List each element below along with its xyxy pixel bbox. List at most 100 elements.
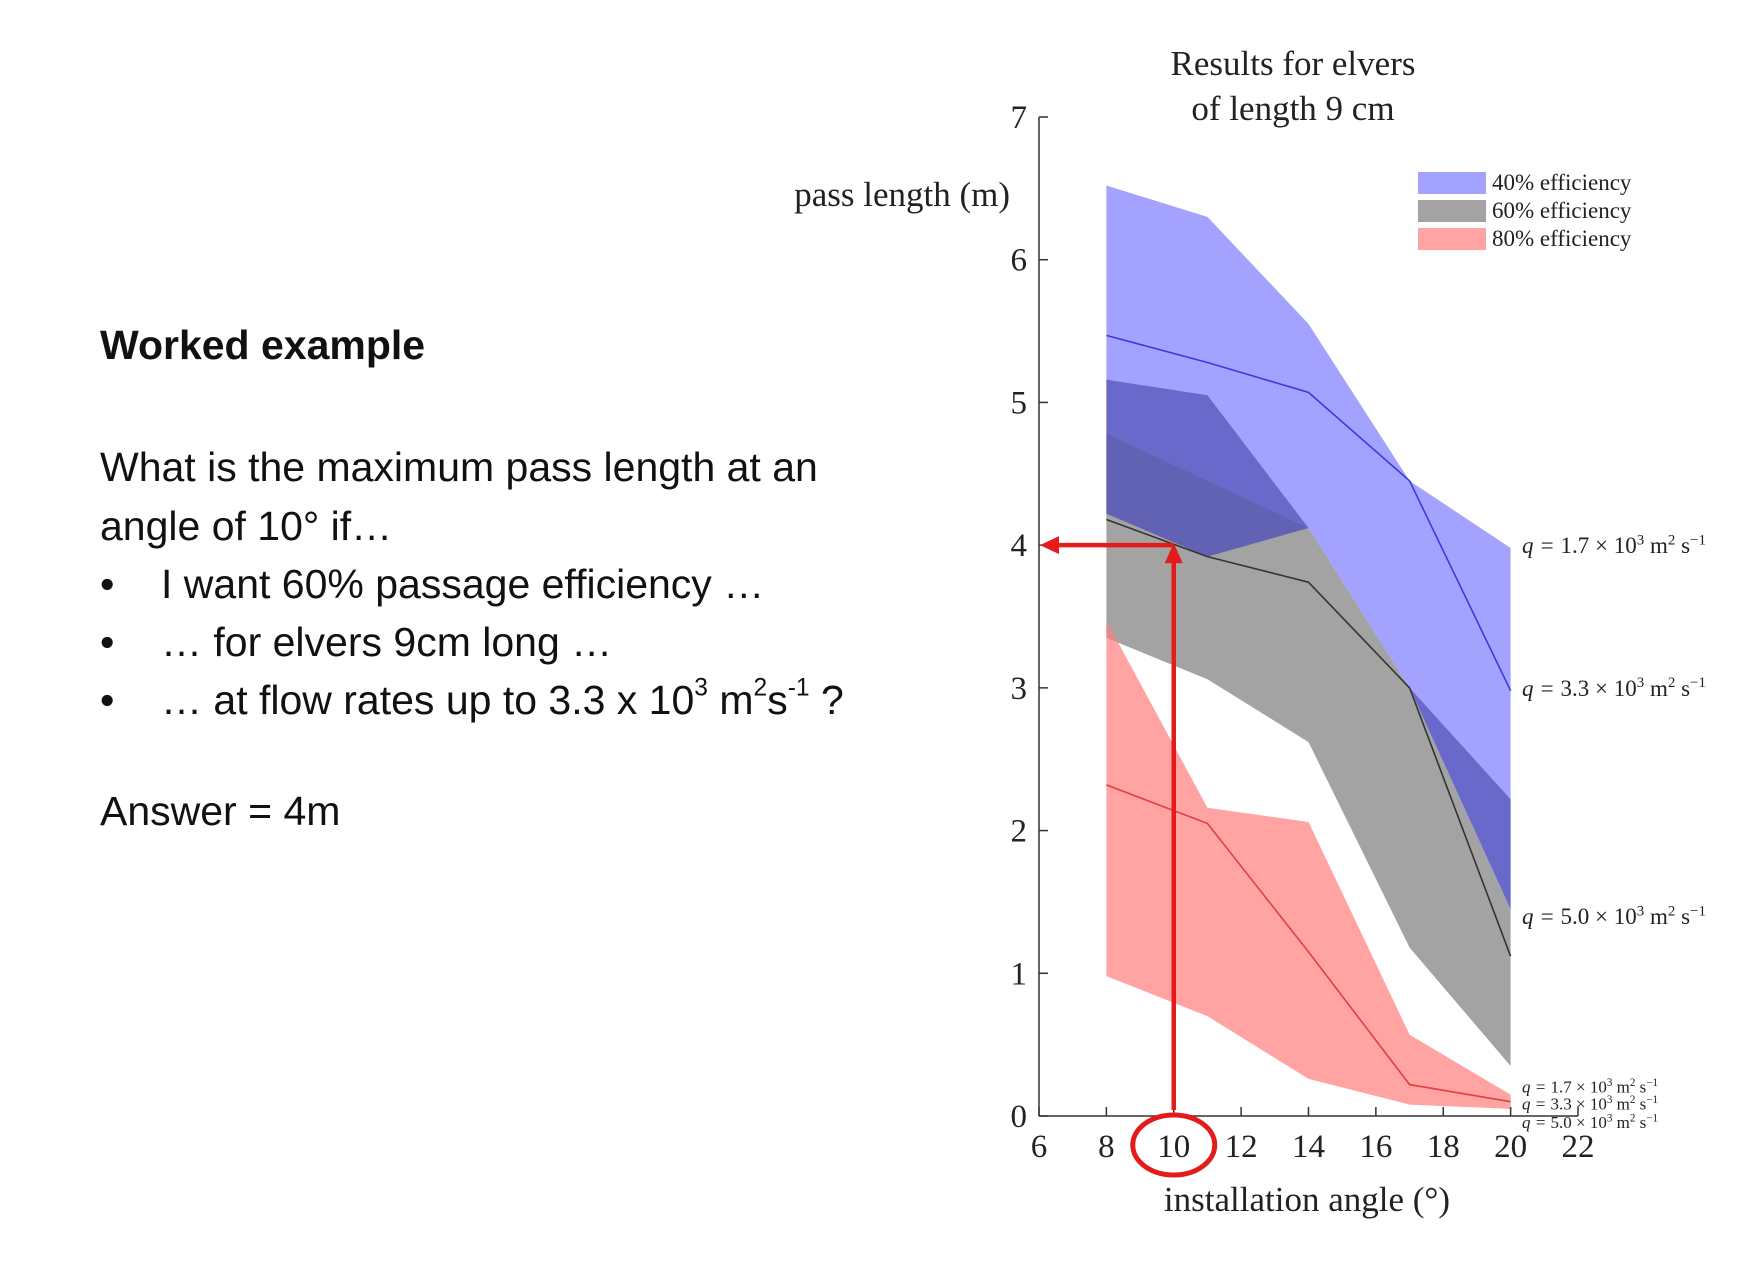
bullet-exp: -1 xyxy=(787,674,810,702)
flow-rate-text: × 10 xyxy=(1572,1077,1607,1096)
band-80-efficiency xyxy=(1106,620,1511,1109)
y-tick-label: 1 xyxy=(1011,956,1028,992)
bullet-item: • … for elvers 9cm long … xyxy=(100,613,940,671)
chart-title-line: Results for elvers xyxy=(1171,44,1416,83)
bullet-text-post: ? xyxy=(809,677,844,723)
flow-rate-text: s xyxy=(1675,904,1690,929)
flow-rate-exponent: 2 xyxy=(1630,1113,1636,1125)
flow-rate-text: 5.0 xyxy=(1550,1113,1571,1132)
flow-rate-text: × 10 xyxy=(1589,904,1636,929)
bullet-exp: 3 xyxy=(694,674,708,702)
flow-rate-exponent: 3 xyxy=(1607,1094,1613,1106)
flow-rate-text: s xyxy=(1635,1077,1646,1096)
flow-rate-text: 1.7 xyxy=(1550,1077,1572,1096)
flow-rate-text: × 10 xyxy=(1572,1113,1607,1132)
x-tick-label: 8 xyxy=(1098,1129,1115,1165)
bullet-text: … at flow rates up to 3.3 x 103 m2s-1 ? xyxy=(161,674,844,723)
flow-rate-exponent: −1 xyxy=(1646,1077,1658,1089)
flow-rate-exponent: −1 xyxy=(1690,903,1706,919)
chart-title: Results for elvers of length 9 cm xyxy=(1171,44,1416,128)
band-40-efficiency xyxy=(1106,185,1511,910)
flow-rate-exponent: 2 xyxy=(1668,903,1675,919)
bullet-list: • I want 60% passage efficiency … • … for … xyxy=(100,555,940,729)
flow-rate-text: m xyxy=(1644,676,1668,701)
flow-rate-text: 3.3 xyxy=(1561,676,1590,701)
y-tick-label: 4 xyxy=(1011,528,1028,564)
legend-label: 40% efficiency xyxy=(1492,170,1632,195)
bullet-text-pre: … at flow rates up to 3.3 x 10 xyxy=(161,677,695,723)
flow-rate-text: s xyxy=(1675,676,1690,701)
circled-tick-highlight xyxy=(1130,1112,1218,1178)
flow-rate-exponent: 2 xyxy=(1630,1094,1636,1106)
bullet-text: I want 60% passage efficiency … xyxy=(161,561,765,607)
y-tick-label: 2 xyxy=(1011,814,1028,850)
flow-rate-exponent: 2 xyxy=(1668,675,1675,691)
legend-label: 80% efficiency xyxy=(1492,226,1632,251)
flow-rate-label: q = 1.7 × 103 m2 s−1 xyxy=(1522,532,1706,558)
legend-label: 60% efficiency xyxy=(1492,198,1632,223)
flow-rate-text: q = xyxy=(1522,676,1561,701)
band-overlap-dark xyxy=(1106,379,1511,910)
flow-rate-text: m xyxy=(1644,533,1668,558)
flow-rate-exponent: −1 xyxy=(1690,532,1706,548)
flow-rate-text: s xyxy=(1635,1095,1646,1114)
x-tick-label: 18 xyxy=(1427,1129,1460,1165)
flow-rate-text: s xyxy=(1675,533,1690,558)
flow-rate-text: m xyxy=(1644,904,1668,929)
horizontal-arrow-head xyxy=(1040,536,1059,555)
answer-text: Answer = 4m xyxy=(100,788,341,834)
flow-rate-exponent: −1 xyxy=(1646,1094,1658,1106)
flow-rate-text: s xyxy=(1635,1113,1646,1132)
chart-title-line: of length 9 cm xyxy=(1191,89,1394,128)
flow-rate-exponent: 3 xyxy=(1637,903,1644,919)
flow-rate-text: 1.7 xyxy=(1561,533,1590,558)
band-60-efficiency xyxy=(1106,433,1511,1066)
flow-rate-text: m xyxy=(1612,1077,1629,1096)
flow-rate-exponent: 2 xyxy=(1630,1077,1636,1089)
x-tick-label: 12 xyxy=(1225,1129,1258,1165)
x-tick-label: 14 xyxy=(1292,1129,1325,1165)
band-fills xyxy=(1106,185,1511,1109)
x-axis-label: installation angle (°) xyxy=(1164,1180,1450,1219)
legend-swatch xyxy=(1418,172,1486,194)
x-tick-label: 6 xyxy=(1031,1129,1048,1165)
flow-rate-text: q = xyxy=(1522,1077,1550,1096)
flow-rate-text: m xyxy=(1612,1095,1629,1114)
bullet-item: • … at flow rates up to 3.3 x 103 m2s-1 ? xyxy=(100,671,940,729)
flow-rate-labels: q = 1.7 × 103 m2 s−1q = 3.3 × 103 m2 s−1… xyxy=(1522,532,1706,1132)
flow-rate-label: q = 3.3 × 103 m2 s−1 xyxy=(1522,1094,1658,1113)
y-tick-label: 7 xyxy=(1011,100,1028,136)
flow-rate-label: q = 5.0 × 103 m2 s−1 xyxy=(1522,903,1706,929)
slide-heading: Worked example xyxy=(100,322,426,368)
flow-rate-exponent: 3 xyxy=(1607,1113,1613,1125)
x-tick-label: 22 xyxy=(1562,1129,1595,1165)
y-tick-label: 5 xyxy=(1011,385,1028,421)
flow-rate-exponent: 3 xyxy=(1637,532,1644,548)
flow-rate-exponent: 3 xyxy=(1607,1077,1613,1089)
y-tick-label: 6 xyxy=(1011,243,1028,279)
flow-rate-label: q = 1.7 × 103 m2 s−1 xyxy=(1522,1077,1658,1096)
y-tick-label: 3 xyxy=(1011,671,1028,707)
x-tick-label: 20 xyxy=(1494,1129,1527,1165)
bullet-item: • I want 60% passage efficiency … xyxy=(100,555,940,613)
bullet-dot: • xyxy=(100,677,115,723)
flow-rate-label: q = 3.3 × 103 m2 s−1 xyxy=(1522,675,1706,701)
flow-rate-exponent: 3 xyxy=(1637,675,1644,691)
flow-rate-text: × 10 xyxy=(1572,1095,1607,1114)
chart-legend: 40% efficiency 60% efficiency 80% efficien… xyxy=(1418,170,1632,251)
flow-rate-text: q = xyxy=(1522,904,1561,929)
flow-rate-text: × 10 xyxy=(1589,676,1636,701)
question-text: What is the maximum pass length at an an… xyxy=(100,444,818,549)
legend-swatch xyxy=(1418,228,1486,250)
flow-rate-label: q = 5.0 × 103 m2 s−1 xyxy=(1522,1113,1658,1132)
legend-swatch xyxy=(1418,200,1486,222)
flow-rate-exponent: −1 xyxy=(1646,1113,1658,1125)
bullet-text-mid: m xyxy=(707,677,754,723)
y-tick-label: 0 xyxy=(1011,1099,1028,1135)
worked-example-annotation xyxy=(1040,536,1218,1178)
flow-rate-exponent: −1 xyxy=(1690,675,1706,691)
flow-rate-text: 5.0 xyxy=(1561,904,1590,929)
flow-rate-text: 3.3 xyxy=(1550,1095,1571,1114)
